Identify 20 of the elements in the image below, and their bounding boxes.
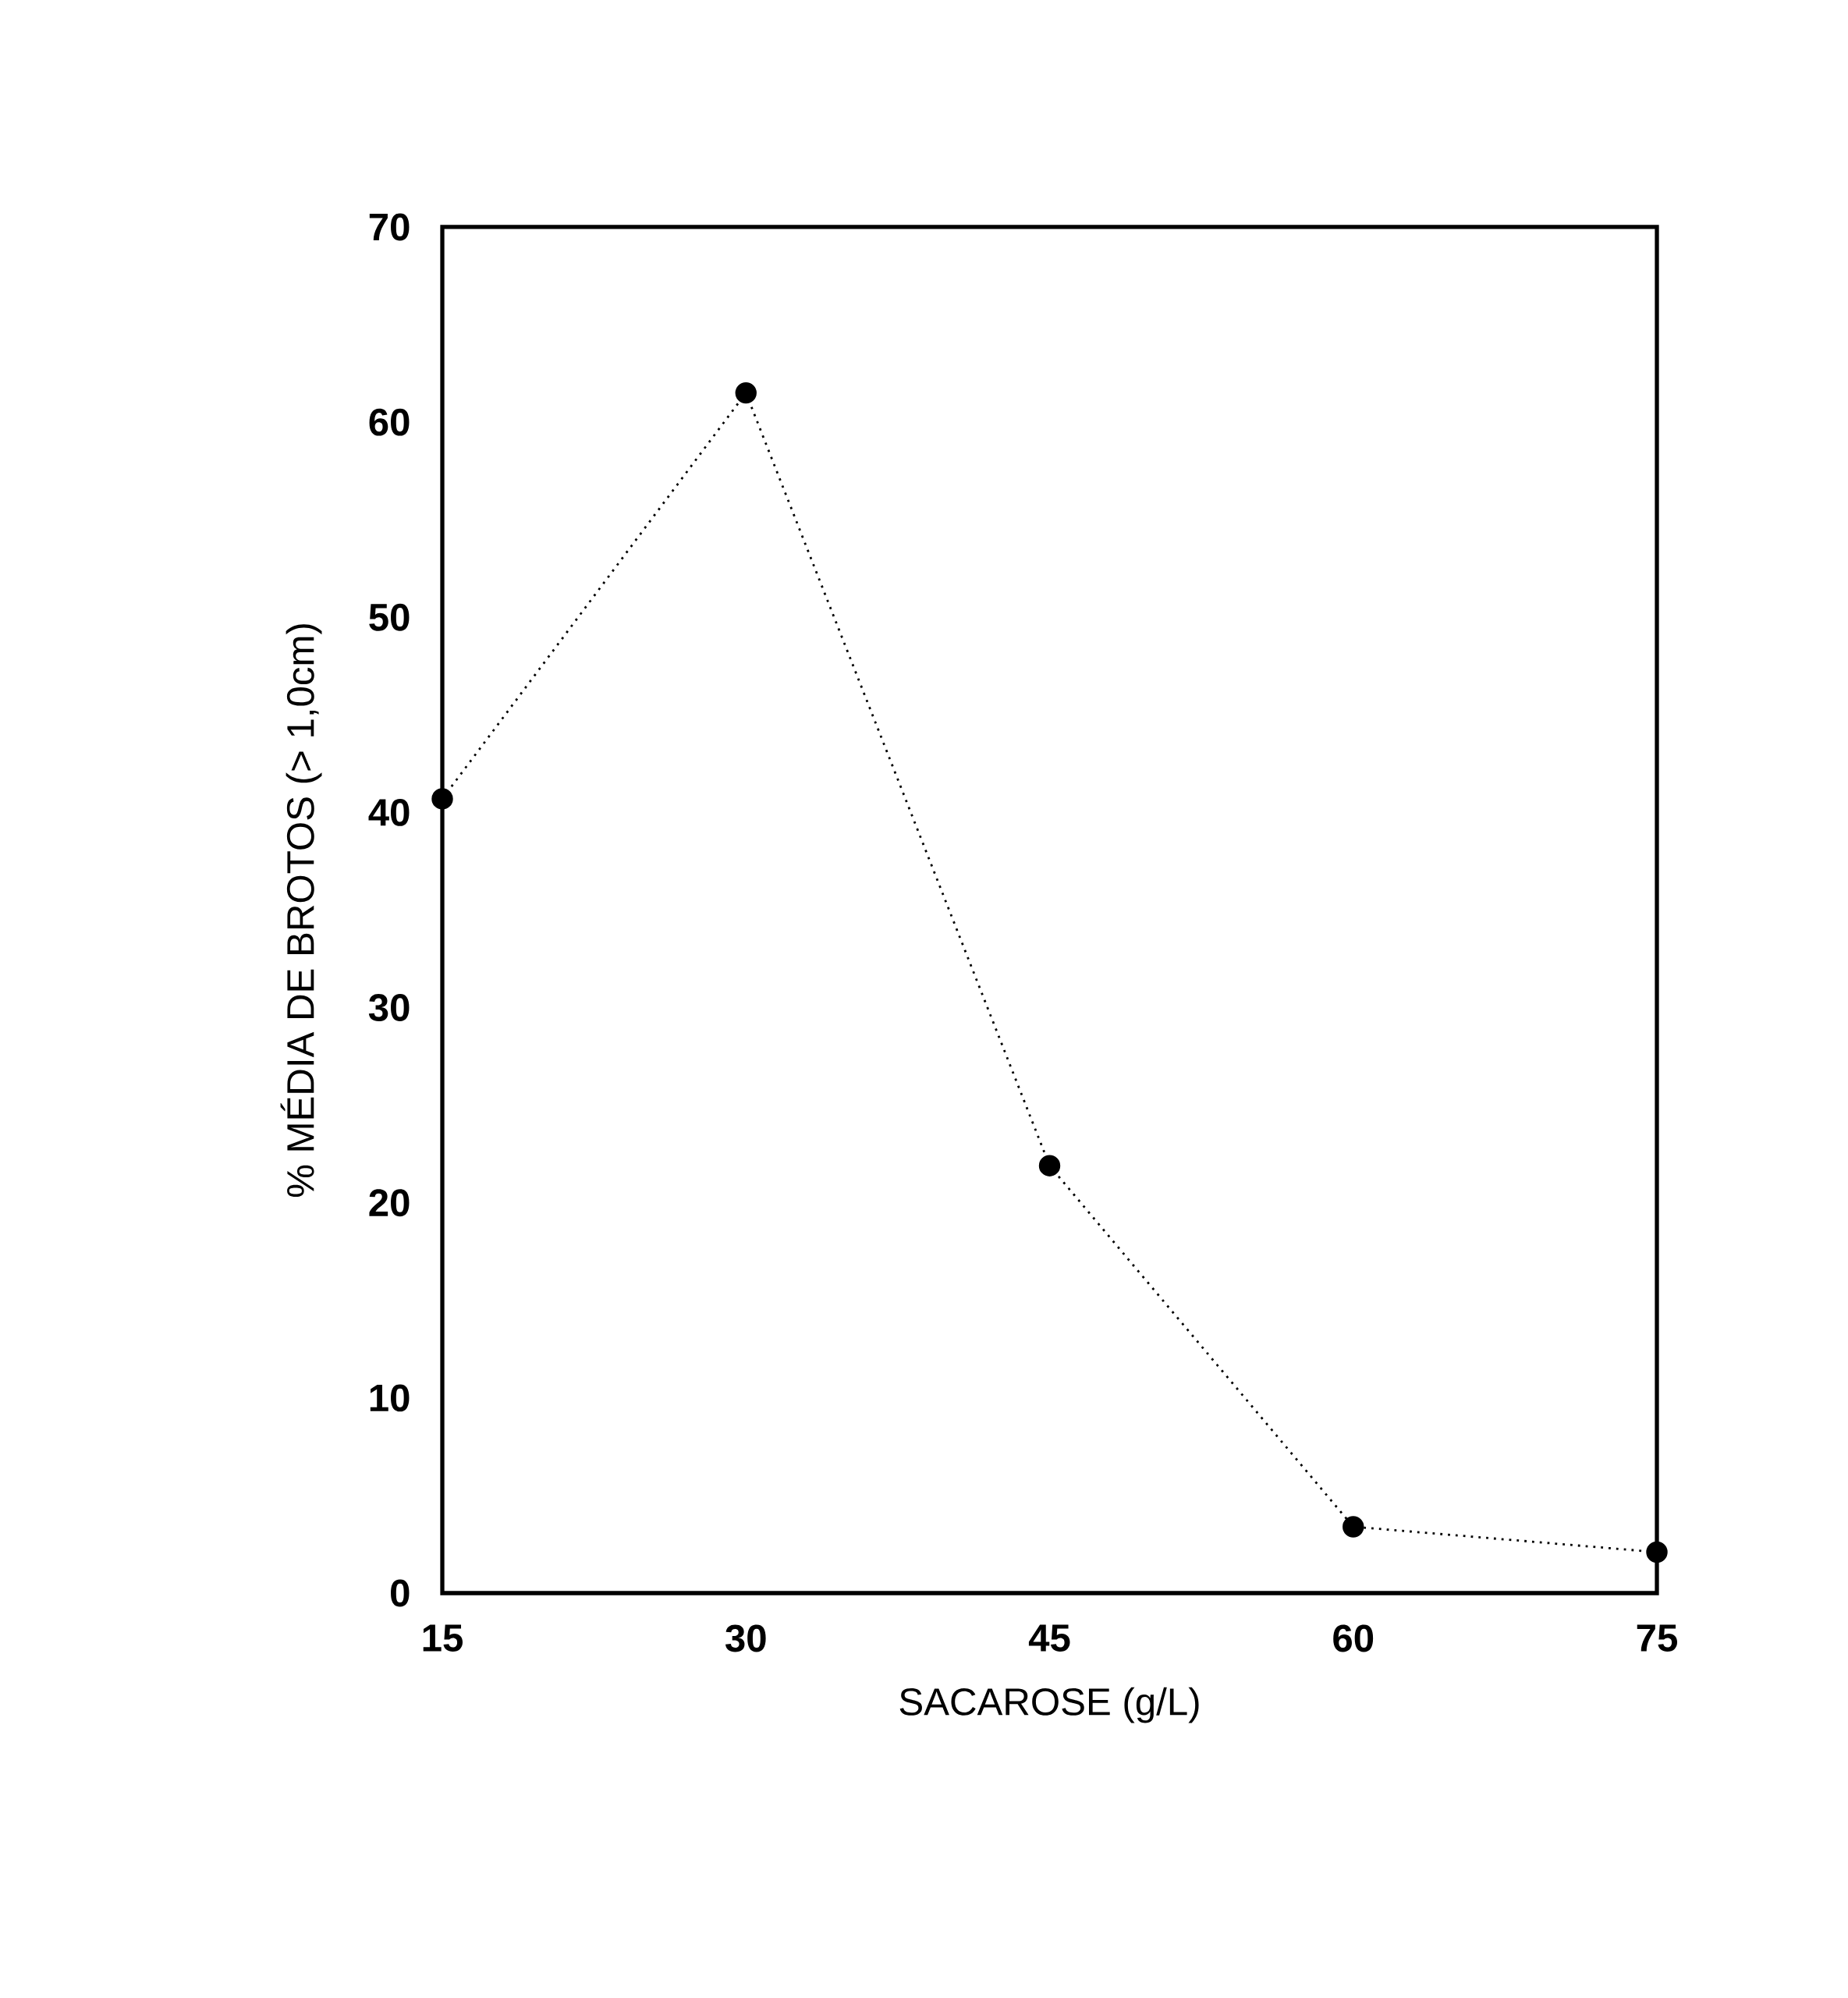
y-axis-title: % MÉDIA DE BROTOS (> 1,0cm) xyxy=(280,624,322,1198)
y-tick-label: 50 xyxy=(369,603,410,631)
point xyxy=(735,382,757,404)
y-tick-label: 30 xyxy=(368,994,410,1022)
x-tick-label: 60 xyxy=(1333,1624,1374,1652)
y-tick-label: 70 xyxy=(369,213,410,241)
y-tick-label: 0 xyxy=(391,1579,410,1607)
y-tick-label: 60 xyxy=(369,408,410,436)
point xyxy=(1038,1155,1061,1176)
x-tick-label: 45 xyxy=(1028,1624,1070,1652)
point xyxy=(1343,1516,1364,1538)
y-tick-label: 20 xyxy=(369,1189,410,1217)
x-tick-label: 30 xyxy=(725,1624,766,1652)
y-tick-label: 10 xyxy=(370,1384,410,1412)
x-axis-title: SACAROSE (g/L) xyxy=(899,1687,1199,1723)
x-tick-label: 75 xyxy=(1637,1624,1678,1652)
point xyxy=(431,788,453,810)
x-tick-label: 15 xyxy=(423,1624,463,1652)
y-tick-label: 40 xyxy=(368,798,410,826)
point xyxy=(1646,1541,1668,1563)
